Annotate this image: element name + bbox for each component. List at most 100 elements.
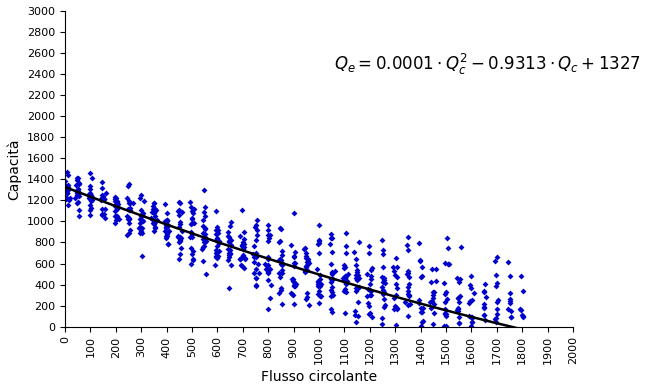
Point [175,233,185,240]
Point [136,212,147,218]
Point [304,258,314,264]
Point [467,297,478,303]
Point [265,266,276,272]
Point [248,251,259,257]
Point [480,317,490,323]
Point [315,293,325,299]
Point [62,202,73,208]
Point [417,317,428,324]
Point [249,254,259,260]
Point [200,234,210,240]
Point [380,280,390,286]
Point [479,288,489,294]
Point [161,217,172,223]
Point [112,199,122,205]
Point [275,273,285,280]
Point [465,298,476,304]
Point [426,266,437,273]
Point [403,234,413,240]
Point [391,305,402,311]
Point [263,231,273,238]
Point [235,256,245,263]
Point [416,309,426,316]
Point [404,281,414,287]
Point [391,282,401,288]
Point [70,195,81,201]
Point [251,222,261,229]
Point [365,310,375,316]
Point [98,195,108,201]
Point [187,234,197,240]
Point [427,298,437,304]
Point [276,257,287,264]
Point [388,264,398,270]
Point [211,208,222,214]
Point [238,246,248,252]
Point [350,312,360,318]
Point [112,201,123,208]
Point [185,199,195,206]
Point [365,287,376,294]
Point [515,305,525,312]
Point [83,191,94,197]
Point [136,228,146,234]
Point [505,289,515,296]
Point [148,220,159,226]
Point [61,196,72,203]
Point [425,299,436,305]
Point [148,217,158,223]
Point [302,262,312,268]
Point [161,222,171,228]
Point [73,188,83,194]
Point [72,192,83,198]
Point [211,249,222,256]
Point [313,241,324,247]
Point [73,190,83,197]
Point [176,245,187,251]
Point [71,181,81,188]
Point [378,304,389,310]
Point [453,319,463,326]
Point [211,249,222,255]
Point [198,244,209,250]
Point [74,179,85,186]
Point [275,225,285,231]
Point [86,175,97,181]
Point [313,281,324,287]
Point [124,198,134,204]
Point [327,270,337,276]
Point [300,263,311,269]
Point [314,237,324,244]
Point [253,261,263,267]
Point [314,222,324,228]
Point [466,273,476,279]
Point [162,217,172,223]
Point [62,190,72,196]
Point [365,281,375,287]
Point [517,313,528,319]
Point [491,311,502,317]
Point [392,305,402,312]
Point [62,169,72,175]
Point [362,293,372,300]
Point [200,239,210,245]
Point [402,242,413,249]
Point [85,186,96,192]
Point [111,217,122,223]
Point [199,209,209,215]
Point [199,187,209,193]
Point [161,225,172,231]
Point [60,194,70,200]
Point [122,213,132,219]
Point [200,226,210,232]
Point [352,277,362,283]
Point [185,261,196,267]
Point [364,243,374,249]
Point [175,238,185,244]
Point [491,306,502,312]
Point [150,219,160,225]
Point [263,262,273,268]
Point [377,284,387,291]
Point [414,297,424,303]
Point [363,286,373,292]
